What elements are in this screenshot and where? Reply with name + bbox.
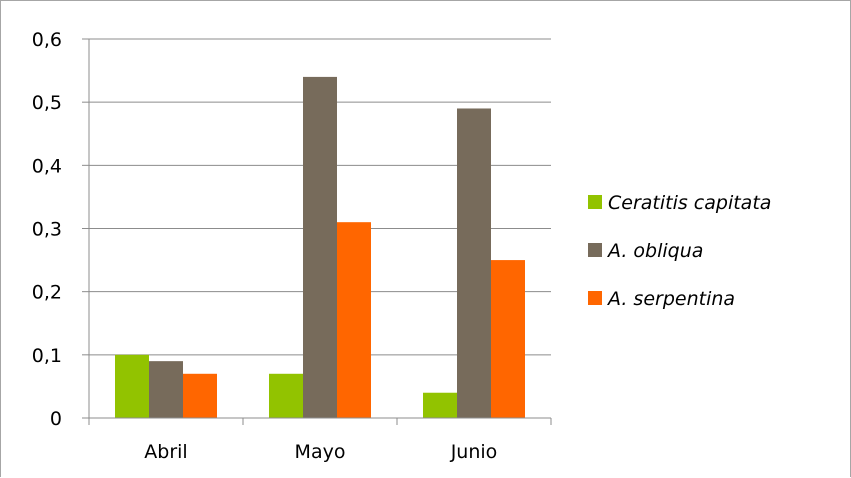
- bar: [183, 373, 217, 418]
- legend-swatch: [588, 291, 602, 305]
- bar: [303, 76, 337, 419]
- bar: [491, 260, 525, 418]
- y-tick-label: 0,3: [32, 219, 62, 241]
- bars: [115, 76, 525, 419]
- y-axis-ticks: 0 0,1 0,2 0,3 0,4 0,5 0,6: [32, 29, 89, 430]
- bar: [337, 222, 371, 418]
- x-tick-label: Abril: [144, 441, 187, 463]
- legend-swatch: [588, 195, 602, 209]
- x-tick-label: Junio: [450, 441, 498, 463]
- bar: [457, 108, 491, 418]
- legend-label: Ceratitis capitata: [608, 192, 771, 214]
- bar: [149, 361, 183, 418]
- x-axis-ticks: Abril Mayo Junio: [88, 418, 552, 463]
- axes: [88, 39, 551, 419]
- bar: [269, 373, 303, 418]
- y-tick-label: 0,1: [32, 345, 62, 367]
- legend: Ceratitis capitata A. obliqua A. serpentin…: [588, 192, 771, 310]
- bar: [423, 392, 457, 418]
- legend-swatch: [588, 243, 602, 257]
- y-tick-label: 0,4: [32, 155, 62, 177]
- y-tick-label: 0,5: [32, 92, 62, 114]
- y-tick-label: 0: [50, 408, 62, 430]
- legend-label: A. obliqua: [606, 240, 703, 262]
- legend-label: A. serpentina: [606, 288, 735, 310]
- y-tick-label: 0,2: [32, 282, 62, 304]
- y-tick-label: 0,6: [32, 29, 62, 51]
- bar: [115, 354, 149, 418]
- x-tick-label: Mayo: [295, 441, 346, 463]
